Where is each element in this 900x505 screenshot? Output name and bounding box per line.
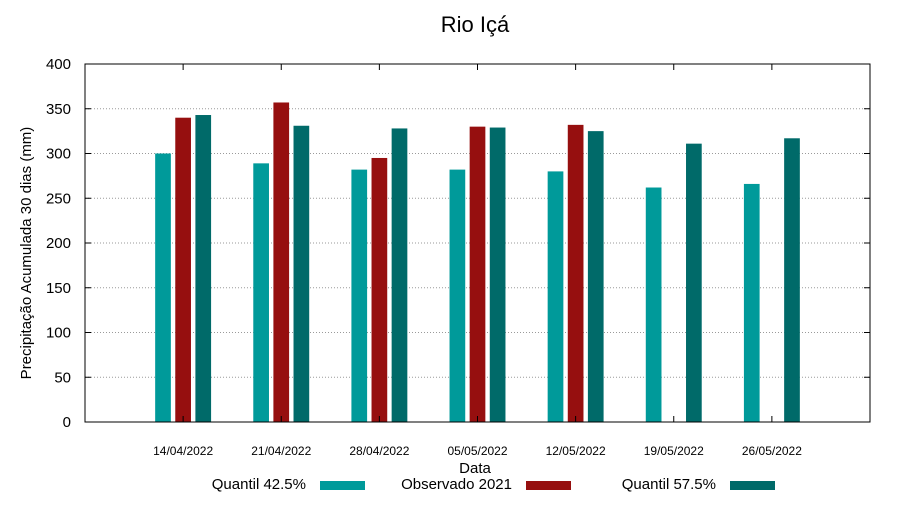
- y-tick-label: 150: [46, 280, 71, 297]
- bar-quantil-42-5--21-04-2022: [253, 163, 269, 422]
- x-tick-label: 12/05/2022: [546, 444, 606, 458]
- bar-quantil-42-5--19-05-2022: [645, 187, 662, 422]
- bar-quantil-57-5--14-04-2022: [195, 115, 212, 422]
- bar-observado-2021-28-04-2022: [371, 157, 388, 422]
- bar-quantil-57-5--19-05-2022: [686, 143, 702, 422]
- y-tick-label: 50: [54, 369, 71, 386]
- bar-quantil-42-5--12-05-2022: [547, 171, 564, 422]
- bar-quantil-57-5--21-04-2022: [293, 125, 310, 422]
- x-tick-label: 28/04/2022: [349, 444, 409, 458]
- legend-label: Quantil 42.5%: [212, 476, 306, 493]
- y-tick-label: 0: [63, 414, 71, 431]
- bar-quantil-57-5--26-05-2022: [784, 138, 800, 422]
- chart-title: Rio Içá: [441, 12, 510, 37]
- legend-swatch: [320, 481, 365, 490]
- y-tick-label: 300: [46, 146, 71, 163]
- bars: [155, 102, 800, 423]
- bar-quantil-42-5--26-05-2022: [743, 183, 760, 422]
- bar-observado-2021-12-05-2022: [567, 124, 584, 423]
- legend-swatch: [730, 481, 775, 490]
- bar-observado-2021-21-04-2022: [273, 102, 290, 423]
- bar-observado-2021-05-05-2022: [469, 126, 486, 423]
- x-axis-ticks: 14/04/2022 21/04/2022 28/04/2022 05/05/2022…: [153, 64, 802, 458]
- bar-quantil-57-5--05-05-2022: [489, 127, 506, 423]
- y-axis-label: Precipitação Acumulada 30 dias (mm): [18, 127, 35, 380]
- x-tick-label: 19/05/2022: [644, 444, 704, 458]
- bar-quantil-57-5--28-04-2022: [391, 128, 408, 422]
- legend-label: Quantil 57.5%: [622, 476, 716, 493]
- legend-swatch: [526, 481, 571, 490]
- y-tick-label: 200: [46, 235, 71, 252]
- grid-lines: [85, 108, 870, 378]
- bar-quantil-42-5--28-04-2022: [351, 169, 368, 422]
- y-tick-label: 250: [46, 190, 71, 207]
- y-tick-label: 400: [46, 56, 71, 73]
- x-tick-label: 26/05/2022: [742, 444, 802, 458]
- y-axis-ticks: 0 50 100 150 200 250 300 350 400: [46, 56, 870, 431]
- bar-quantil-42-5--05-05-2022: [449, 169, 466, 422]
- legend-label: Observado 2021: [401, 476, 512, 493]
- bar-observado-2021-14-04-2022: [175, 117, 191, 422]
- x-tick-label: 05/05/2022: [447, 444, 507, 458]
- bar-quantil-42-5--14-04-2022: [155, 153, 171, 422]
- bar-quantil-57-5--12-05-2022: [587, 131, 604, 422]
- x-axis-label: Data: [459, 460, 491, 477]
- x-tick-label: 14/04/2022: [153, 444, 213, 458]
- legend: Quantil 42.5% Observado 2021 Quantil 57.5%: [212, 476, 775, 493]
- y-tick-label: 350: [46, 101, 71, 118]
- y-tick-label: 100: [46, 325, 71, 342]
- x-tick-label: 21/04/2022: [251, 444, 311, 458]
